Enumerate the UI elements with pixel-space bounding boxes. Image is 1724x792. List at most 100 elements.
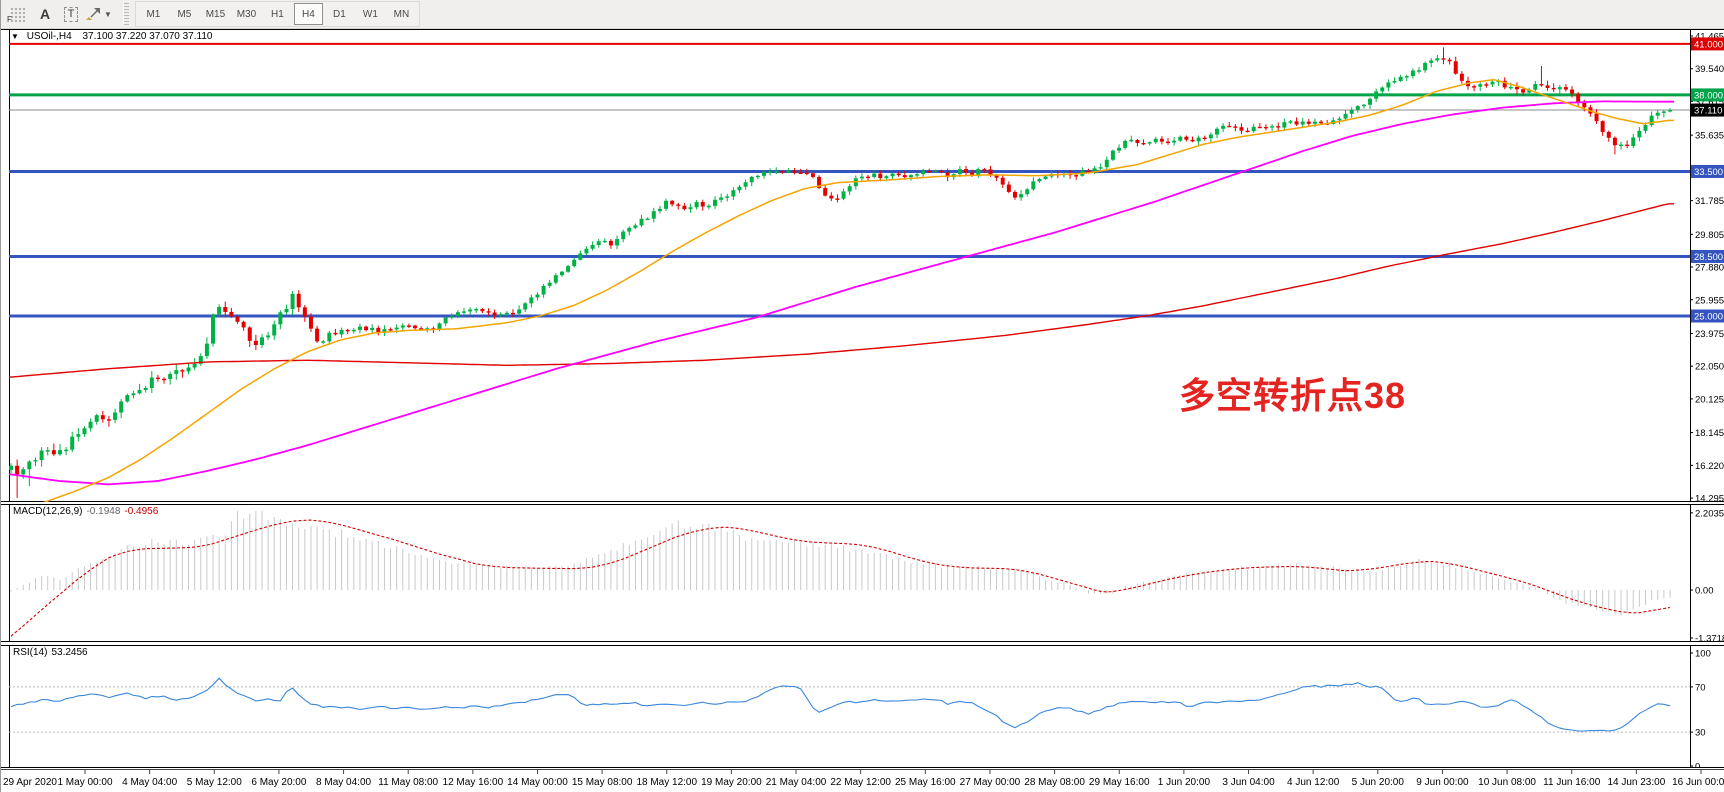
time-label: 10 Jun 08:00 (1478, 777, 1536, 788)
macd-axis[interactable]: 2.2035 0.00 -1.3718 (1690, 508, 1724, 642)
main-chart-panel: ▼ USOil-,H4 37.100 37.220 37.070 37.110 … (1, 29, 1724, 502)
svg-text:2.2035: 2.2035 (1695, 508, 1724, 519)
svg-text:70: 70 (1695, 682, 1706, 693)
svg-text:14.295: 14.295 (1695, 494, 1724, 502)
svg-text:28.500: 28.500 (1694, 252, 1723, 263)
svg-text:41.465: 41.465 (1695, 32, 1724, 43)
time-label: 6 May 20:00 (251, 777, 306, 788)
svg-text:23.975: 23.975 (1695, 329, 1724, 340)
toolbar: F A T ▼ M1 M5 M15 M30 H1 H4 D1 W1 MN (1, 0, 1724, 29)
time-label: 1 Jun 20:00 (1158, 777, 1211, 788)
rsi-label: RSI(14) 53.2456 (13, 647, 88, 658)
svg-text:35.635: 35.635 (1695, 131, 1724, 142)
arrows-icon (86, 8, 100, 20)
time-label: 5 Jun 20:00 (1352, 777, 1405, 788)
timeframe-button-W1[interactable]: W1 (362, 8, 378, 20)
time-label: 11 May 08:00 (378, 777, 438, 788)
svg-text:22.050: 22.050 (1695, 362, 1724, 373)
price-axis[interactable]: 41.465 39.540 37.615 35.635 31.785 29.805 27.8… (1690, 32, 1724, 503)
time-label: 1 May 00:00 (57, 777, 112, 788)
time-label: 9 Jun 00:00 (1416, 777, 1469, 788)
horizontal-level-lines[interactable] (9, 42, 1690, 318)
time-label: 29 May 16:00 (1089, 777, 1150, 788)
ohlc-values: 37.100 37.220 37.070 37.110 (82, 31, 213, 42)
time-labels: 29 Apr 2020 1 May 00:00 4 May 04:00 5 May 1… (3, 770, 1724, 788)
timeframe-button-M30[interactable]: M30 (236, 8, 257, 20)
dropdown-caret-icon: ▼ (104, 9, 112, 19)
time-label: 5 May 12:00 (187, 777, 242, 788)
main-panel-frame (1, 29, 1724, 502)
rsi-value: 53.2456 (51, 647, 88, 658)
rsi-line (10, 677, 1671, 732)
svg-text:31.785: 31.785 (1695, 196, 1724, 207)
macd-panel-frame (1, 504, 1724, 642)
time-label: 12 May 16:00 (443, 777, 504, 788)
time-label: 14 May 00:00 (507, 777, 568, 788)
ma-mid-magenta-line (8, 100, 1674, 486)
ma-slow-red-line (8, 203, 1674, 378)
text-box-icon: T (63, 6, 79, 22)
time-label: 4 Jun 12:00 (1287, 777, 1340, 788)
chart-text-annotation: 多空转折点38 (1179, 375, 1407, 416)
timeframe-button-group: M1 M5 M15 M30 H1 H4 D1 W1 MN (134, 1, 420, 27)
time-label: 3 Jun 04:00 (1222, 777, 1275, 788)
svg-text:-1.3718: -1.3718 (1695, 634, 1724, 642)
svg-text:16.220: 16.220 (1695, 461, 1724, 472)
macd-label: MACD(12,26,9) -0.1948 -0.4956 (13, 506, 159, 517)
timeframe-button-M15[interactable]: M15 (205, 8, 226, 20)
macd-signal-line (10, 519, 1671, 637)
grid-icon (9, 6, 27, 22)
arrows-tool-button[interactable]: ▼ (85, 3, 112, 25)
symbol-period-label: USOil-,H4 (26, 31, 72, 42)
chart-dropdown-icon[interactable]: ▼ (11, 32, 19, 41)
macd-signal-value: -0.4956 (124, 506, 159, 517)
text-label-tool-button[interactable]: A (33, 3, 57, 25)
timeframe-button-M1[interactable]: M1 (146, 8, 161, 20)
svg-text:38.000: 38.000 (1694, 90, 1723, 101)
svg-text:25.000: 25.000 (1694, 312, 1723, 323)
grid-f-label: F (7, 15, 12, 24)
svg-text:0: 0 (1695, 762, 1700, 769)
svg-text:30: 30 (1695, 728, 1706, 739)
timeframe-button-M5[interactable]: M5 (177, 8, 192, 20)
time-label: 11 Jun 16:00 (1543, 777, 1601, 788)
time-axis-canvas: 29 Apr 2020 1 May 00:00 4 May 04:00 5 May 1… (1, 769, 1724, 788)
macd-histogram (10, 510, 1671, 616)
rsi-panel: RSI(14) 53.2456 100 70 30 0 (1, 645, 1724, 768)
svg-text:37.615: 37.615 (1695, 97, 1724, 108)
svg-text:29.805: 29.805 (1695, 230, 1724, 241)
time-label: 22 May 12:00 (830, 777, 891, 788)
svg-text:39.540: 39.540 (1695, 64, 1724, 75)
macd-chart-canvas[interactable]: 2.2035 0.00 -1.3718 (1, 504, 1724, 642)
rsi-chart-canvas[interactable]: 100 70 30 0 (1, 645, 1724, 768)
time-label: 19 May 20:00 (701, 777, 762, 788)
toolbar-separator (122, 3, 129, 25)
svg-text:0.00: 0.00 (1695, 586, 1714, 597)
rsi-panel-frame (1, 645, 1724, 768)
time-label: 4 May 04:00 (122, 777, 177, 788)
time-label: 29 Apr 2020 (3, 777, 57, 788)
svg-text:33.500: 33.500 (1694, 167, 1723, 178)
timeframe-button-H1[interactable]: H1 (271, 8, 284, 20)
rsi-axis[interactable]: 100 70 30 0 (1690, 649, 1711, 769)
text-box-tool-button[interactable]: T (59, 3, 83, 25)
svg-text:37.110: 37.110 (1694, 106, 1722, 117)
time-label: 15 May 08:00 (572, 777, 633, 788)
candlestick-chart-canvas[interactable]: 41.465 39.540 37.615 35.635 31.785 29.805 27.8… (1, 29, 1724, 502)
grid-tool-button[interactable]: F (5, 3, 31, 25)
macd-main-value: -0.1948 (86, 506, 121, 517)
svg-text:41.000: 41.000 (1694, 39, 1723, 50)
time-label: 8 May 04:00 (316, 777, 371, 788)
time-label: 28 May 08:00 (1024, 777, 1085, 788)
time-axis[interactable]: 29 Apr 2020 1 May 00:00 4 May 04:00 5 May 1… (1, 769, 1724, 792)
macd-panel: MACD(12,26,9) -0.1948 -0.4956 2.2035 0.00 -1… (1, 504, 1724, 642)
time-label: 16 Jun 00:00 (1672, 777, 1724, 788)
timeframe-button-H4[interactable]: H4 (293, 3, 323, 25)
time-label: 18 May 12:00 (636, 777, 697, 788)
timeframe-button-MN[interactable]: MN (393, 8, 410, 20)
timeframe-button-D1[interactable]: D1 (333, 8, 346, 20)
ma-fast-orange-line (42, 78, 1674, 502)
candles (9, 47, 1672, 498)
time-label: 14 Jun 23:00 (1607, 777, 1665, 788)
chart-title[interactable]: ▼ USOil-,H4 37.100 37.220 37.070 37.110 (11, 31, 212, 42)
